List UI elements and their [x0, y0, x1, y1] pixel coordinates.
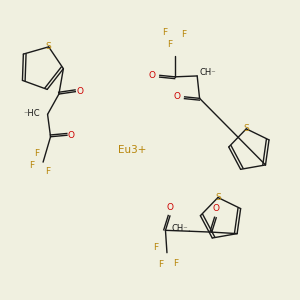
Text: F: F [162, 28, 167, 37]
Text: F: F [181, 30, 186, 39]
Text: S: S [46, 42, 52, 51]
Text: F: F [34, 149, 40, 158]
Text: ⁻HC: ⁻HC [23, 109, 40, 118]
Text: S: S [215, 193, 221, 202]
Text: F: F [173, 259, 178, 268]
Text: O: O [76, 87, 83, 96]
Text: O: O [213, 204, 220, 213]
Text: S: S [243, 124, 249, 133]
Text: O: O [173, 92, 180, 101]
Text: F: F [45, 167, 50, 176]
Text: Eu3+: Eu3+ [118, 145, 146, 155]
Text: F: F [167, 40, 172, 49]
Text: O: O [167, 202, 173, 211]
Text: O: O [148, 71, 155, 80]
Text: F: F [158, 260, 164, 268]
Text: CH⁻: CH⁻ [171, 224, 188, 233]
Text: O: O [68, 131, 75, 140]
Text: F: F [153, 243, 158, 252]
Text: F: F [29, 161, 34, 170]
Text: CH⁻: CH⁻ [200, 68, 216, 77]
